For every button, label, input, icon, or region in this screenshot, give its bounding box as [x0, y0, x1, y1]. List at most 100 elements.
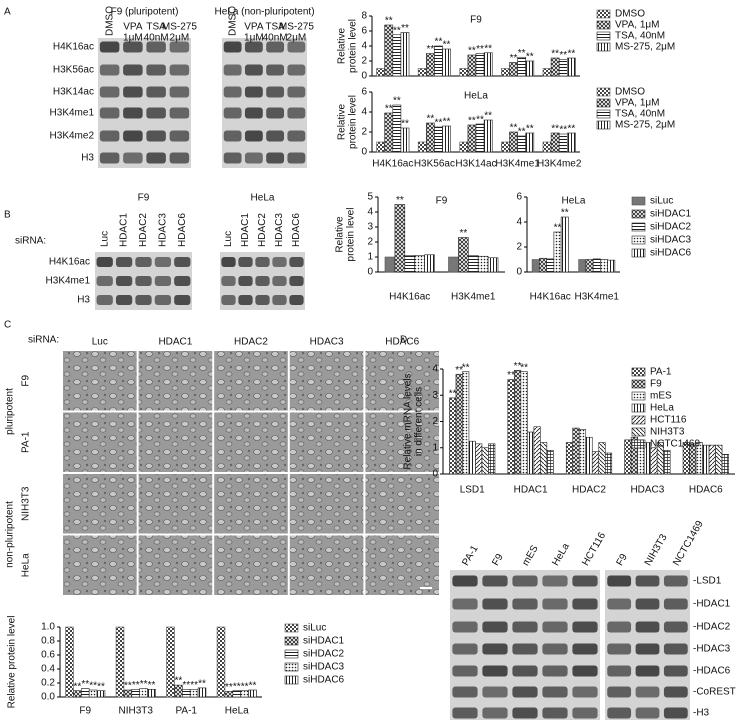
legend-swatch: [596, 20, 611, 30]
blot-band: [223, 86, 242, 98]
y-tick-label: 2: [367, 237, 373, 248]
legend-swatch: [631, 248, 646, 258]
blot-band: [572, 621, 598, 633]
y-tick-label: 2: [516, 242, 522, 253]
significance: **: [73, 681, 81, 692]
bar: [481, 447, 489, 475]
x-tick-label: F9: [79, 706, 91, 717]
bar: [174, 684, 183, 698]
lane-label: HDAC3: [274, 213, 285, 247]
bar: [404, 255, 416, 273]
blot-band: [542, 707, 568, 719]
legend-label: siHDAC2: [303, 649, 345, 660]
blot-band: [572, 686, 598, 698]
blot-band: [115, 295, 133, 305]
significance: **: [249, 681, 257, 692]
significance: **: [567, 49, 575, 60]
blot-band: [635, 643, 660, 655]
x-tick-label: H3K4me1: [575, 292, 620, 303]
y-tick-label: 0.0: [41, 692, 55, 703]
significance: **: [225, 682, 233, 693]
legend-label: siLuc: [303, 623, 326, 634]
blot-band: [663, 575, 688, 587]
row-label: HeLa: [21, 553, 32, 577]
column-label: Luc: [92, 337, 108, 348]
bar: [546, 258, 555, 273]
blot-band: [223, 107, 242, 119]
blot-band: [96, 295, 113, 305]
bar: [442, 125, 451, 153]
bar: [600, 259, 608, 273]
y-tick-label: 0.8: [41, 636, 55, 647]
blot-band: [244, 41, 263, 53]
lane-label: NCTC1469: [671, 519, 706, 568]
x-tick-label: HeLa: [225, 706, 249, 717]
significance: **: [148, 680, 156, 691]
significance: **: [401, 119, 409, 130]
blot-band: [174, 276, 191, 286]
bar: [592, 258, 601, 273]
blot-band: [146, 41, 166, 53]
blot-band: [287, 130, 306, 142]
row-label: H3K56ac: [53, 65, 94, 76]
significance: **: [551, 124, 559, 135]
blot-band: [482, 707, 508, 719]
legend-label: NIH3T3: [650, 427, 685, 438]
row-label: PA-1: [21, 431, 32, 453]
blot-title: HeLa: [251, 193, 275, 204]
x-tick-label: H3K4me1: [495, 159, 540, 170]
significance: **: [443, 117, 451, 128]
significance: **: [396, 195, 404, 206]
bar: [394, 204, 406, 273]
lane-label: VPA: [123, 22, 143, 33]
blot-band: [266, 152, 285, 164]
x-tick-label: H4K16ac: [372, 159, 413, 170]
y-tick-label: 1.0: [41, 622, 55, 633]
legend-swatch: [596, 9, 611, 19]
blot-band: [452, 598, 478, 610]
bar: [459, 141, 469, 153]
bar: [376, 68, 385, 77]
chart-title: HeLa: [562, 196, 586, 207]
bar: [462, 371, 470, 475]
legend-label: HCT116: [650, 415, 687, 426]
bar: [477, 255, 489, 273]
blot-band: [99, 86, 120, 98]
micrograph: [138, 535, 213, 595]
blot-band: [512, 643, 538, 655]
bar: [578, 259, 587, 273]
bar: [475, 443, 483, 475]
bar: [467, 124, 477, 153]
legend-swatch: [631, 403, 646, 413]
blot-band: [635, 575, 660, 587]
blot-band: [572, 598, 598, 610]
bar: [455, 373, 463, 475]
lane-label: HDAC2: [138, 213, 149, 247]
y-tick-label: 2: [361, 56, 367, 67]
blot-band: [169, 152, 190, 164]
x-tick-label: LSD1: [460, 485, 485, 496]
blot-band: [607, 665, 632, 677]
significance: **: [140, 679, 148, 690]
blot-band: [223, 152, 242, 164]
lane-label: DMSO: [104, 6, 115, 36]
y-axis-label: Relative: [337, 104, 348, 141]
bar: [550, 132, 560, 153]
bar: [663, 450, 671, 475]
row-label: NIH3T3: [21, 486, 32, 521]
significance: **: [554, 223, 562, 234]
blot-band: [266, 107, 285, 119]
lane-label: HDAC1: [119, 213, 130, 247]
bar: [509, 62, 518, 77]
significance: **: [385, 16, 393, 27]
y-tick-label: 4: [361, 41, 367, 52]
blot-band: [482, 575, 508, 587]
bar: [708, 444, 716, 475]
legend-swatch: [284, 636, 299, 646]
blot-band: [96, 257, 113, 267]
blot-band: [542, 643, 568, 655]
blot-band: [135, 276, 152, 286]
micrograph: [214, 535, 288, 595]
lane-label: Luc: [223, 231, 234, 247]
